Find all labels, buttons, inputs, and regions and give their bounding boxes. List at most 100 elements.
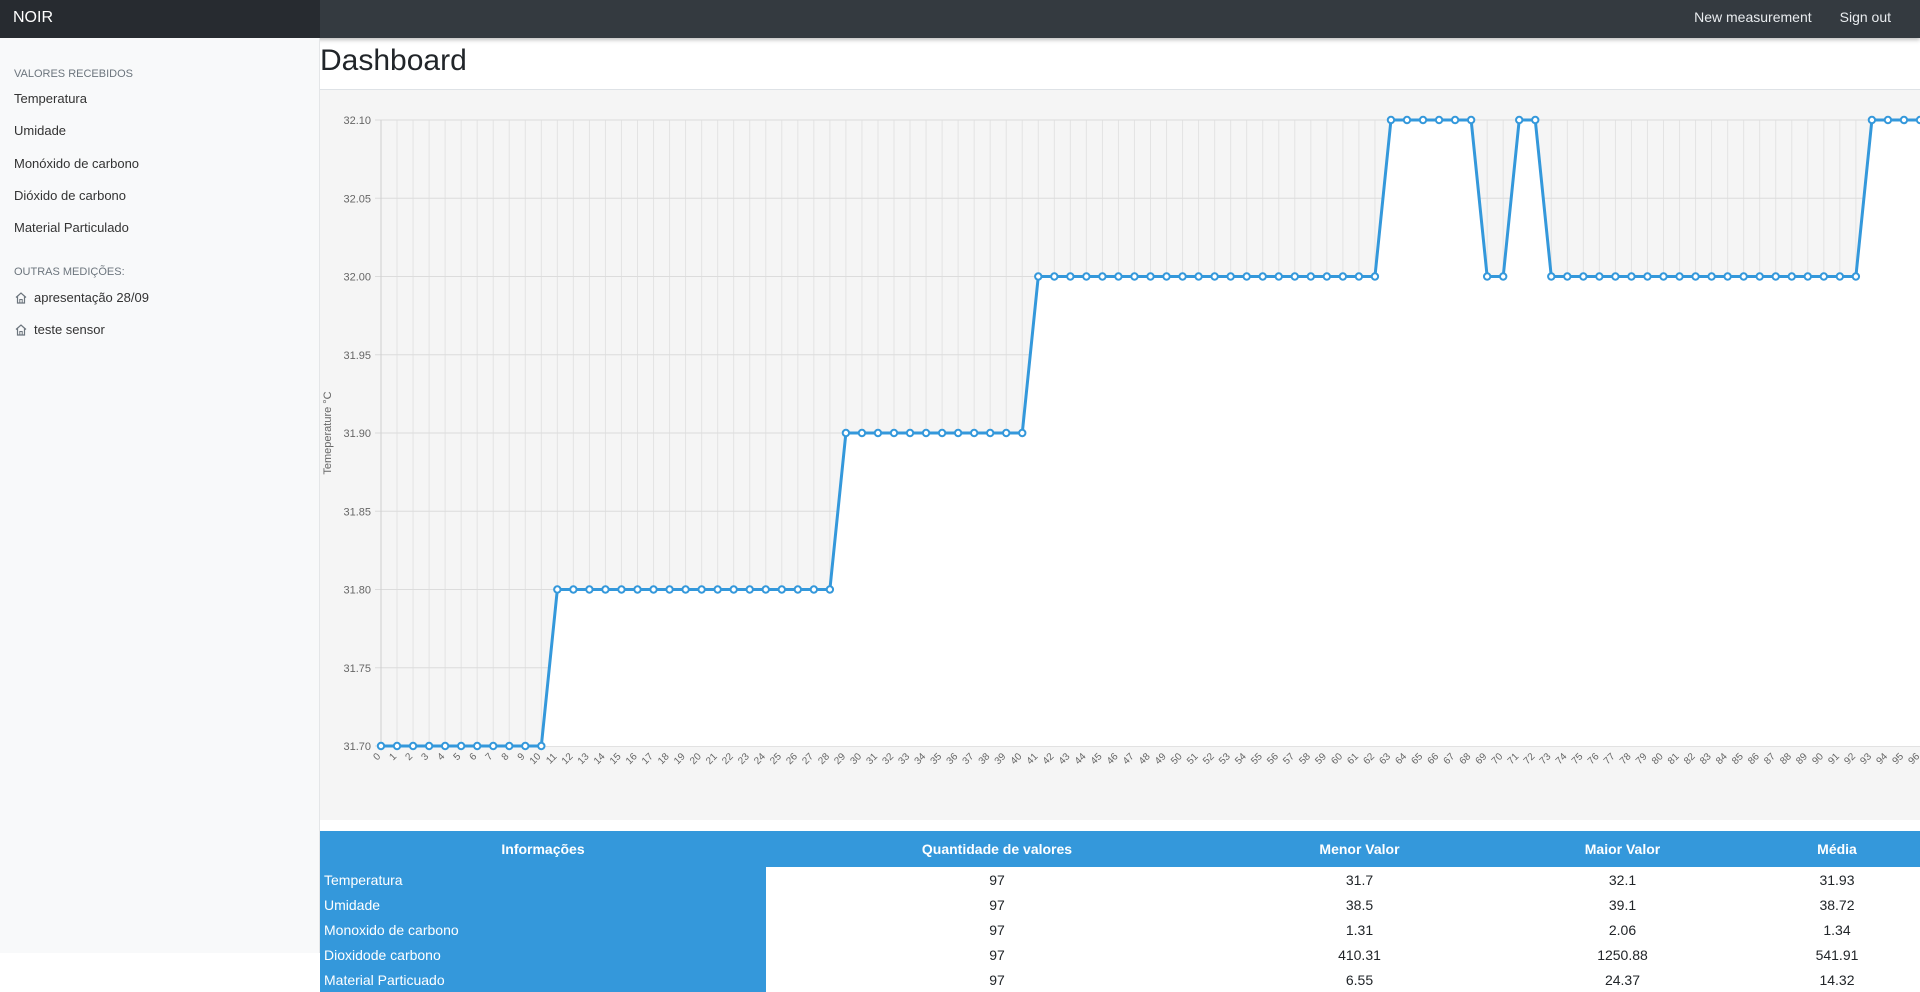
brand-logo[interactable]: NOIR [0,0,320,38]
data-point [713,585,722,594]
data-point [905,428,915,438]
data-point [953,428,963,438]
x-tick-label: 19 [672,751,688,767]
data-point [1338,272,1348,281]
y-tick-label: 32.00 [343,272,371,284]
column-header-max: Maior Valor [1491,831,1754,867]
data-point [1883,115,1893,125]
x-tick-label: 29 [832,751,848,767]
x-tick-label: 4 [436,751,448,763]
table-row: Dioxidode carbono 97 410.31 1250.88 541.91 [320,942,1920,967]
data-point [1531,115,1540,125]
data-point [857,428,867,438]
data-point [665,585,674,594]
table-cell: 410.31 [1228,942,1491,967]
temperature-chart: 31.70 31.75 31.80 31.85 31.90 31.95 32.00 32.05… [320,90,1920,820]
data-point [1194,272,1203,281]
data-point [537,741,546,751]
sidebar-item-temperatura[interactable]: Temperatura [14,91,87,106]
x-tick-label: 42 [1041,751,1057,767]
y-tick-label: 31.75 [343,663,371,675]
x-tick-label: 37 [961,751,977,767]
data-point [569,585,578,594]
table-cell: 38.5 [1228,892,1491,917]
x-tick-label: 65 [1410,751,1426,767]
x-tick-label: 44 [1073,751,1089,767]
data-point [809,585,819,594]
table-cell: 2.06 [1491,917,1754,942]
y-tick-label: 32.05 [343,193,371,205]
x-tick-label: 12 [560,751,576,767]
x-tick-label: 9 [516,751,528,763]
table-cell: 1.34 [1754,917,1920,942]
data-point [456,741,466,751]
data-point [392,741,402,751]
data-point [1050,272,1059,281]
data-point [697,585,706,594]
x-tick-label: 85 [1730,751,1746,767]
x-tick-label: 5 [452,751,464,763]
data-point [1402,115,1412,125]
data-point [1851,272,1861,281]
x-tick-label: 67 [1442,751,1458,767]
data-point [1867,115,1877,125]
new-measurement-link[interactable]: New measurement [1694,9,1812,25]
table-cell: 97 [766,867,1228,892]
x-tick-label: 82 [1682,751,1698,767]
data-point [585,585,594,594]
data-point [793,585,803,594]
x-tick-label: 94 [1874,751,1890,767]
table-cell: 1250.88 [1491,942,1754,967]
data-point [1755,272,1764,281]
data-point [1611,272,1620,281]
x-tick-label: 36 [945,751,961,767]
table-row-label: Material Particuado [320,967,766,992]
sidebar-item-monoxido[interactable]: Monóxido de carbono [14,156,140,171]
x-tick-label: 72 [1522,751,1538,767]
sidebar-item-dioxido[interactable]: Dióxido de carbono [14,188,127,203]
x-tick-label: 47 [1121,751,1137,767]
sidebar-item-umidade[interactable]: Umidade [14,123,67,138]
x-tick-label: 83 [1698,751,1714,767]
data-point [1146,272,1155,281]
data-point [1370,272,1380,281]
data-point [1547,272,1556,281]
x-tick-label: 93 [1858,751,1874,767]
data-point [1098,272,1107,281]
data-point [376,741,386,751]
data-point [1034,272,1043,281]
data-point [1450,115,1460,125]
x-tick-label: 2 [403,751,415,763]
x-tick-label: 41 [1025,751,1041,767]
x-tick-label: 60 [1329,751,1345,767]
x-tick-label: 20 [688,751,704,767]
sign-out-link[interactable]: Sign out [1839,9,1891,25]
table-cell: 39.1 [1491,892,1754,917]
x-tick-label: 58 [1297,751,1313,767]
table-cell: 32.1 [1491,867,1754,892]
table-cell: 97 [766,892,1228,917]
x-tick-label: 38 [977,751,993,767]
data-point [1082,272,1091,281]
data-point [1162,272,1171,281]
data-point [777,585,786,594]
x-tick-label: 81 [1666,751,1682,767]
sidebar-item-material[interactable]: Material Particulado [14,220,129,235]
data-point [1579,272,1588,281]
sidebar-item-teste-sensor[interactable]: teste sensor [14,322,105,337]
x-tick-label: 64 [1393,751,1409,767]
x-tick-label: 78 [1618,751,1634,767]
sidebar-item-apresentacao[interactable]: apresentação 28/09 [14,290,149,305]
data-point [1675,272,1684,281]
x-tick-label: 11 [544,751,559,766]
x-tick-label: 34 [913,751,929,767]
data-point [729,585,738,594]
x-tick-label: 52 [1201,751,1217,767]
x-tick-label: 63 [1377,751,1393,767]
data-point [521,741,530,751]
data-point [1114,272,1123,281]
data-point [553,585,562,594]
column-header-avg: Média [1754,831,1920,867]
main-content: Dashboard 31.70 31.75 31.80 31.85 31.90 31.95… [320,38,1920,992]
data-point [1018,428,1027,438]
